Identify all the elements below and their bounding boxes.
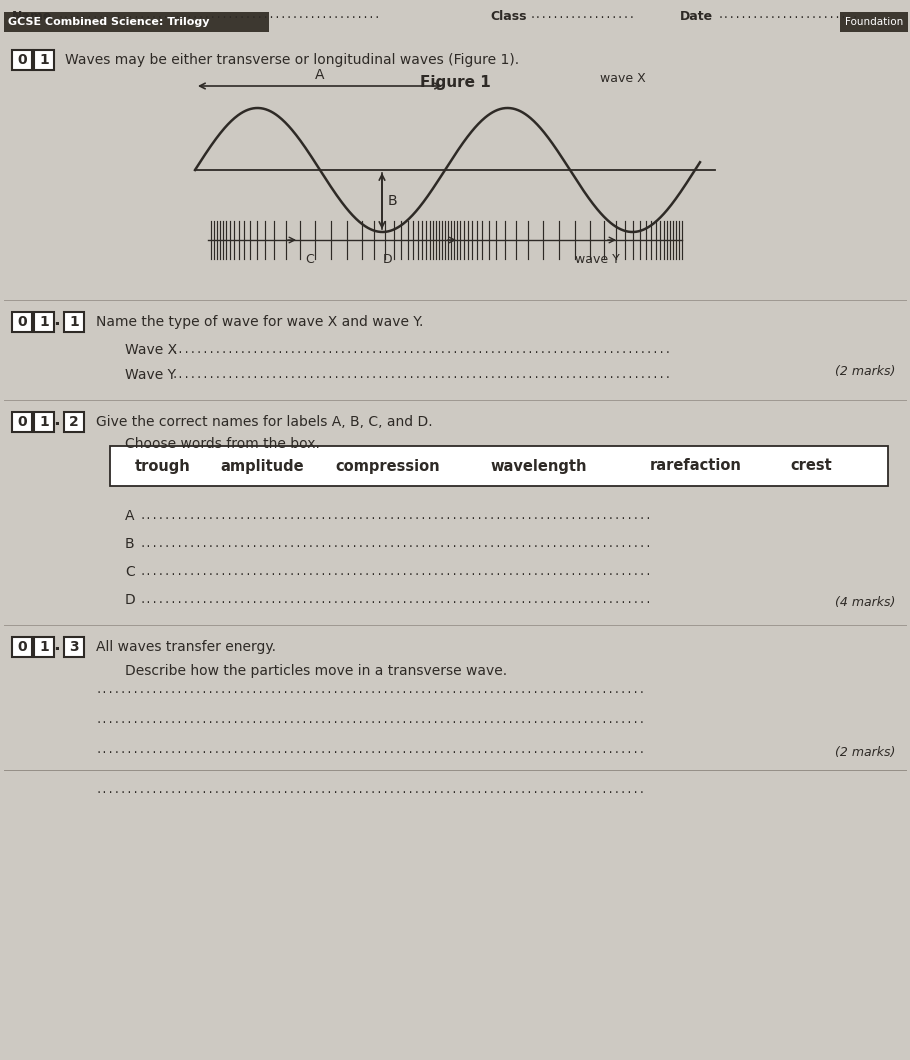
Text: trough: trough (135, 459, 191, 474)
Text: .: . (54, 636, 60, 654)
Text: 0: 0 (17, 640, 26, 654)
Bar (12, 637, 32, 657)
Text: .: . (54, 311, 60, 329)
Text: 0: 0 (17, 53, 26, 67)
Bar (64, 312, 84, 332)
Bar (12, 412, 32, 432)
Text: A: A (125, 509, 135, 523)
Text: ................................................................................: ........................................… (96, 785, 646, 795)
Text: 0: 0 (17, 315, 26, 329)
Bar (34, 312, 54, 332)
Text: ................................................................................: ........................................… (96, 745, 646, 755)
Text: wave Y: wave Y (575, 253, 620, 266)
Bar (64, 637, 84, 657)
Text: D: D (383, 253, 393, 266)
Text: GCSE Combined Science: Trilogy: GCSE Combined Science: Trilogy (8, 17, 209, 26)
Text: ................................................................................: ........................................… (140, 511, 652, 522)
Text: ................................................................................: ........................................… (140, 538, 652, 549)
Text: B: B (388, 194, 398, 208)
Text: .......................................................: ........................................… (58, 10, 381, 20)
Text: compression: compression (335, 459, 440, 474)
Text: ........................: ........................ (718, 10, 859, 20)
Text: 1: 1 (39, 53, 49, 67)
Bar (12, 50, 32, 70)
Text: (2 marks): (2 marks) (834, 365, 895, 378)
Text: All waves transfer energy.: All waves transfer energy. (96, 640, 276, 654)
Text: wavelength: wavelength (490, 459, 587, 474)
Text: Wave Y: Wave Y (125, 368, 176, 382)
Text: 1: 1 (39, 315, 49, 329)
Text: Name: Name (12, 10, 53, 23)
Text: amplitude: amplitude (220, 459, 304, 474)
Bar (840, 12, 908, 32)
Text: B: B (125, 537, 135, 551)
Text: 2: 2 (69, 416, 79, 429)
Text: ................................................................................: ........................................… (172, 370, 672, 379)
Text: Foundation: Foundation (844, 17, 903, 26)
Text: Describe how the particles move in a transverse wave.: Describe how the particles move in a tra… (125, 664, 507, 678)
Text: Waves may be either transverse or longitudinal waves (Figure 1).: Waves may be either transverse or longit… (65, 53, 519, 67)
Text: Class: Class (490, 10, 527, 23)
Text: wave X: wave X (600, 71, 646, 85)
Text: A: A (315, 68, 325, 82)
Text: ..................: .................. (530, 10, 636, 20)
Text: 1: 1 (39, 640, 49, 654)
Text: rarefaction: rarefaction (650, 459, 742, 474)
Text: (4 marks): (4 marks) (834, 596, 895, 609)
Text: Give the correct names for labels A, B, C, and D.: Give the correct names for labels A, B, … (96, 416, 432, 429)
Text: ................................................................................: ........................................… (96, 716, 646, 725)
Bar (64, 412, 84, 432)
Text: ................................................................................: ........................................… (140, 595, 652, 605)
Text: ................................................................................: ........................................… (140, 567, 652, 577)
Bar (12, 312, 32, 332)
Bar (34, 50, 54, 70)
Bar (34, 637, 54, 657)
Text: .: . (54, 411, 60, 429)
Text: Date: Date (680, 10, 713, 23)
Text: ................................................................................: ........................................… (172, 344, 672, 355)
Text: Wave X: Wave X (125, 343, 177, 357)
Text: Figure 1: Figure 1 (420, 74, 490, 89)
Text: D: D (125, 593, 136, 607)
Bar (34, 412, 54, 432)
Text: Choose words from the box.: Choose words from the box. (125, 437, 320, 450)
Text: ................................................................................: ........................................… (96, 685, 646, 695)
Text: C: C (125, 565, 135, 579)
Text: (2 marks): (2 marks) (834, 746, 895, 759)
Bar (4, 12, 269, 32)
Text: 1: 1 (39, 416, 49, 429)
Text: C: C (306, 253, 314, 266)
Text: crest: crest (790, 459, 832, 474)
Text: 3: 3 (69, 640, 79, 654)
Text: Name the type of wave for wave X and wave Y.: Name the type of wave for wave X and wav… (96, 315, 423, 329)
Bar (110, 446, 888, 485)
Text: 1: 1 (69, 315, 79, 329)
Text: 0: 0 (17, 416, 26, 429)
